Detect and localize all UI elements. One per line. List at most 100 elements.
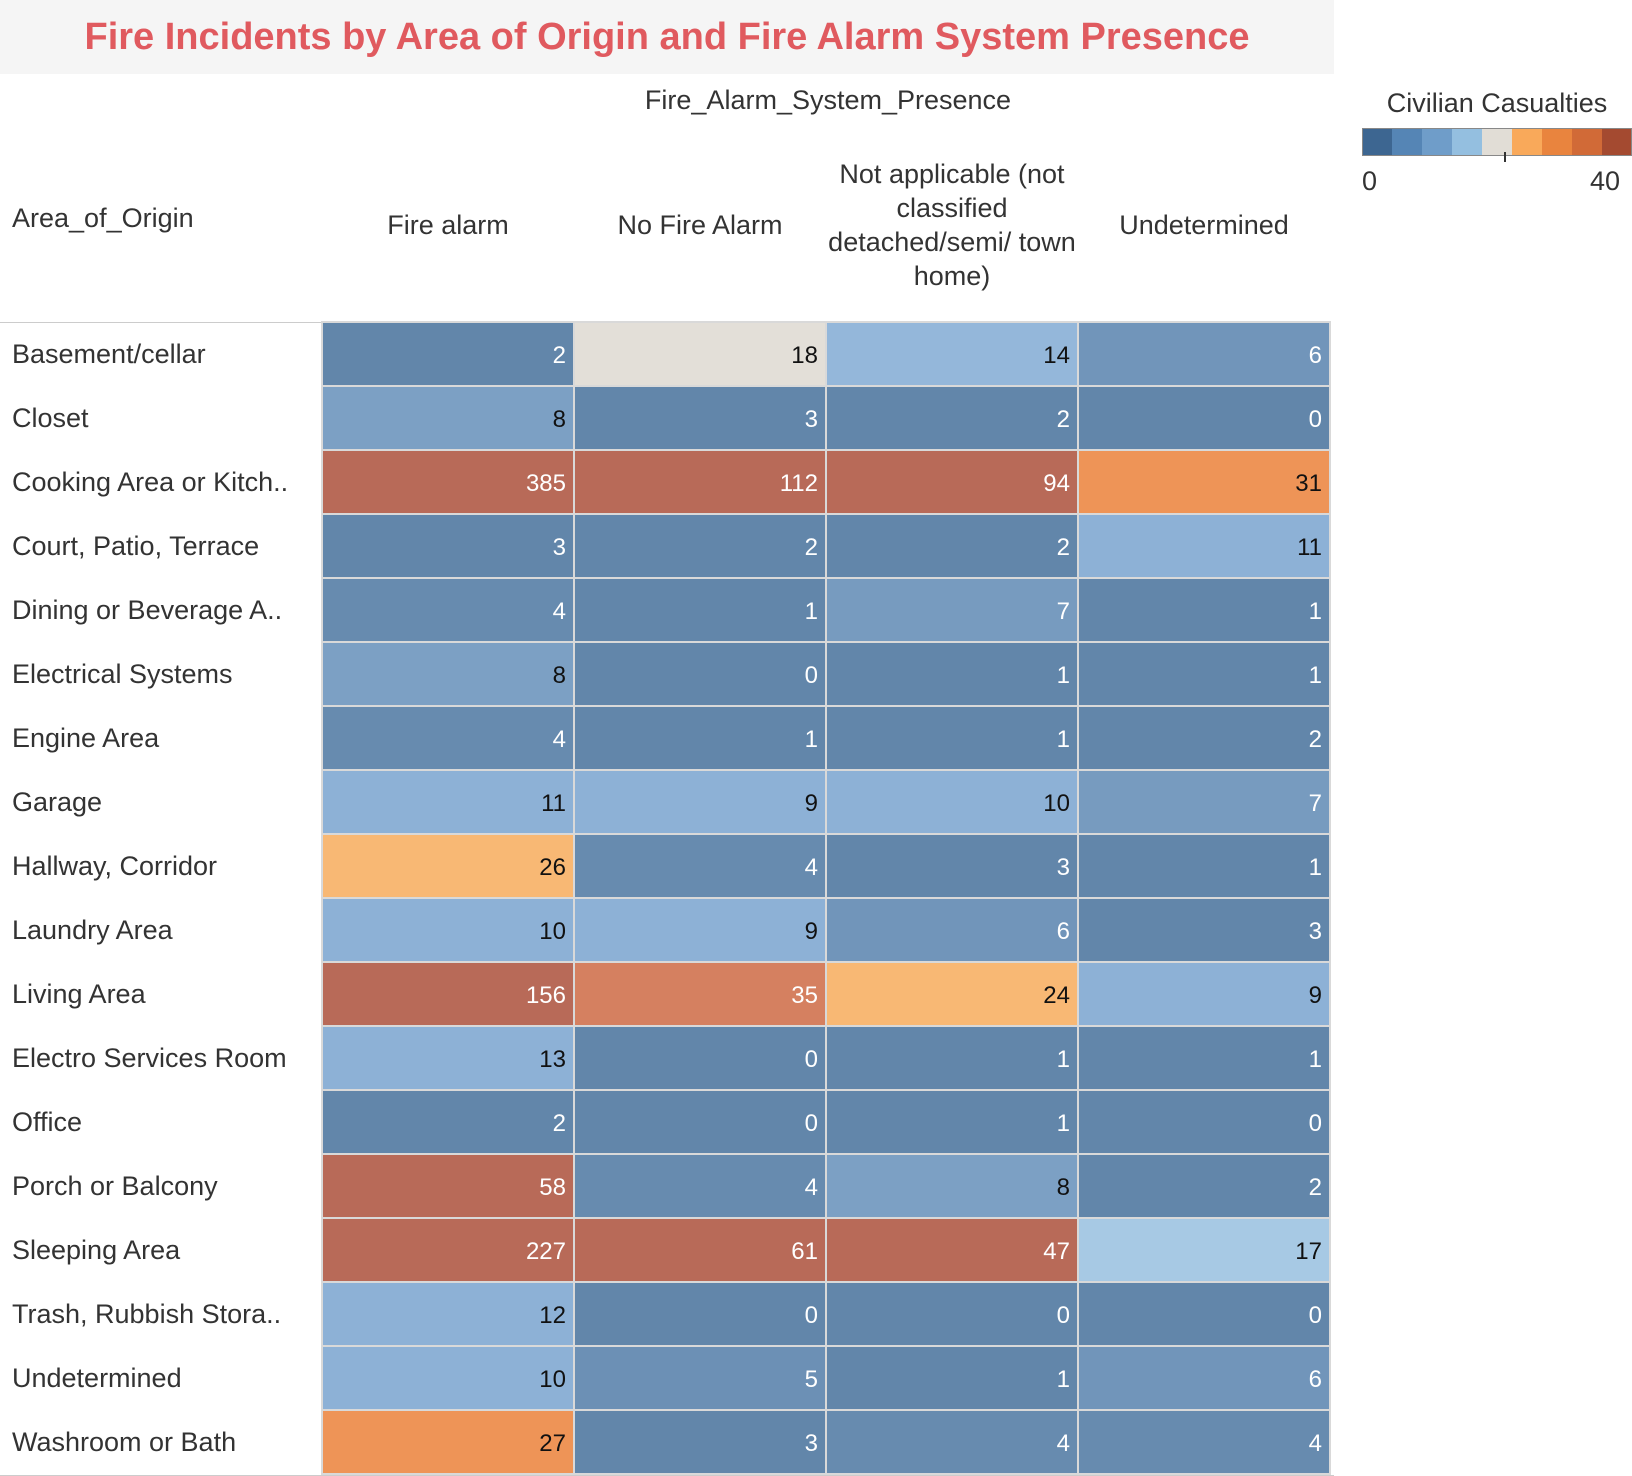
cell-value-label: 24 bbox=[1043, 982, 1070, 1009]
row-label: Hallway, Corridor bbox=[12, 851, 218, 881]
heatmap-cell bbox=[573, 577, 827, 643]
cell-value-label: 9 bbox=[805, 918, 818, 945]
cell-value-label: 0 bbox=[805, 1302, 818, 1329]
heatmap-cell bbox=[825, 1217, 1079, 1283]
cell-value-label: 1 bbox=[1057, 1110, 1070, 1137]
column-header: Undetermined bbox=[1119, 210, 1289, 240]
cell-value-label: 4 bbox=[1309, 1430, 1322, 1457]
cell-value-label: 0 bbox=[1057, 1302, 1070, 1329]
cell-value-label: 11 bbox=[541, 790, 566, 817]
legend-max-label: 40 bbox=[1590, 166, 1621, 196]
cell-value-label: 0 bbox=[805, 1110, 818, 1137]
cell-value-label: 10 bbox=[539, 1366, 566, 1393]
heatmap-cell bbox=[825, 897, 1079, 963]
cell-value-label: 58 bbox=[539, 1174, 566, 1201]
heatmap-cell bbox=[321, 577, 575, 643]
heatmap-cell bbox=[1077, 1345, 1331, 1411]
row-label: Sleeping Area bbox=[12, 1235, 181, 1265]
cell-value-label: 8 bbox=[553, 662, 566, 689]
cell-value-label: 6 bbox=[1057, 918, 1070, 945]
heatmap-cell bbox=[573, 1025, 827, 1091]
heatmap-cell bbox=[321, 513, 575, 579]
heatmap-cell bbox=[321, 897, 575, 963]
cell-value-label: 1 bbox=[1309, 1046, 1322, 1073]
cell-value-label: 17 bbox=[1295, 1238, 1322, 1265]
cell-value-label: 1 bbox=[1057, 662, 1070, 689]
cell-value-label: 2 bbox=[553, 342, 566, 369]
cell-value-label: 5 bbox=[805, 1366, 818, 1393]
heatmap-cell bbox=[321, 961, 575, 1027]
cell-value-label: 1 bbox=[1309, 662, 1322, 689]
row-label: Court, Patio, Terrace bbox=[12, 531, 260, 561]
cell-value-label: 0 bbox=[1309, 1302, 1322, 1329]
heatmap-cell bbox=[1077, 897, 1331, 963]
cell-value-label: 227 bbox=[526, 1238, 566, 1265]
heatmap-cell bbox=[825, 705, 1079, 771]
heatmap-cell bbox=[1077, 513, 1331, 579]
cell-value-label: 7 bbox=[1057, 598, 1070, 625]
legend-min-label: 0 bbox=[1362, 166, 1378, 196]
row-label: Washroom or Bath bbox=[12, 1427, 237, 1457]
heatmap-cell bbox=[573, 1089, 827, 1155]
heatmap-cell bbox=[573, 705, 827, 771]
heatmap-cell bbox=[573, 833, 827, 899]
cell-value-label: 31 bbox=[1295, 470, 1322, 497]
heatmap-cell bbox=[1077, 1409, 1331, 1475]
cell-value-label: 1 bbox=[805, 726, 818, 753]
cell-value-label: 61 bbox=[791, 1238, 818, 1265]
heatmap-cell bbox=[573, 1153, 827, 1219]
heatmap-cell bbox=[573, 321, 827, 387]
title-bar bbox=[0, 0, 1334, 74]
cell-value-label: 4 bbox=[1057, 1430, 1070, 1457]
cell-value-label: 18 bbox=[791, 342, 818, 369]
cell-value-label: 35 bbox=[791, 982, 818, 1009]
column-header: Fire alarm bbox=[387, 210, 509, 240]
cell-value-label: 2 bbox=[1057, 406, 1070, 433]
heatmap-cell bbox=[573, 641, 827, 707]
heatmap-cell bbox=[825, 833, 1079, 899]
legend-swatch bbox=[1572, 128, 1603, 156]
heatmap-cell bbox=[1077, 1025, 1331, 1091]
column-axis-title: Fire_Alarm_System_Presence bbox=[644, 85, 1012, 115]
heatmap-cell bbox=[321, 705, 575, 771]
cell-value-label: 13 bbox=[539, 1046, 566, 1073]
cell-value-label: 8 bbox=[1057, 1174, 1070, 1201]
cell-value-label: 8 bbox=[553, 406, 566, 433]
cell-value-label: 1 bbox=[1309, 854, 1322, 881]
row-label: Laundry Area bbox=[12, 915, 173, 945]
legend-swatch bbox=[1362, 128, 1393, 156]
heatmap-cell bbox=[1077, 705, 1331, 771]
heatmap-cell bbox=[825, 577, 1079, 643]
heatmap-cell bbox=[825, 1409, 1079, 1475]
cell-value-label: 2 bbox=[1309, 726, 1322, 753]
legend-swatch bbox=[1602, 128, 1632, 156]
cell-value-label: 27 bbox=[539, 1430, 566, 1457]
row-axis-title: Area_of_Origin bbox=[12, 203, 194, 233]
heatmap-cell bbox=[825, 513, 1079, 579]
cell-value-label: 3 bbox=[1057, 854, 1070, 881]
legend-swatch bbox=[1542, 128, 1573, 156]
heatmap-cell bbox=[573, 1409, 827, 1475]
heatmap-cell bbox=[825, 1153, 1079, 1219]
row-label: Living Area bbox=[12, 979, 146, 1009]
cell-value-label: 9 bbox=[805, 790, 818, 817]
heatmap-cell bbox=[321, 1409, 575, 1475]
cell-value-label: 4 bbox=[805, 1174, 818, 1201]
heatmap-cell bbox=[321, 321, 575, 387]
heatmap-cell bbox=[825, 1025, 1079, 1091]
cell-value-label: 3 bbox=[553, 534, 566, 561]
heatmap-cell bbox=[825, 641, 1079, 707]
heatmap-cell bbox=[825, 961, 1079, 1027]
heatmap-cell bbox=[1077, 577, 1331, 643]
heatmap-cell bbox=[573, 385, 827, 451]
cell-value-label: 1 bbox=[1309, 598, 1322, 625]
heatmap-cell bbox=[825, 385, 1079, 451]
row-label: Garage bbox=[12, 787, 103, 817]
cell-value-label: 1 bbox=[1057, 1366, 1070, 1393]
row-label: Office bbox=[12, 1107, 83, 1137]
cell-value-label: 14 bbox=[1043, 342, 1070, 369]
cell-value-label: 0 bbox=[1309, 406, 1322, 433]
row-label: Closet bbox=[12, 403, 89, 433]
legend-swatch bbox=[1452, 128, 1483, 156]
heatmap-cell bbox=[321, 769, 575, 835]
